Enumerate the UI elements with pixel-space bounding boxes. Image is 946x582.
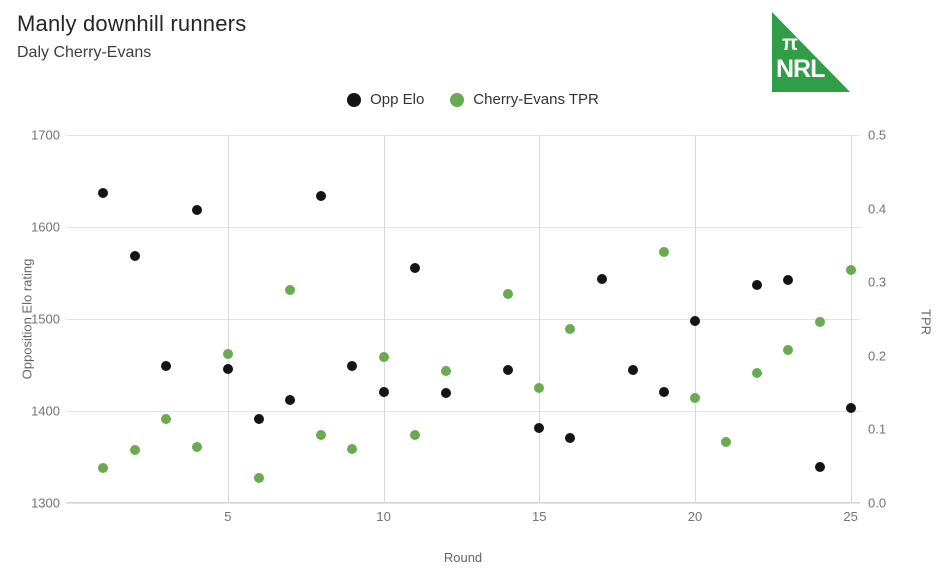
data-point-cherry-evans-tpr xyxy=(98,463,109,474)
data-point-opp-elo xyxy=(627,364,638,375)
data-point-cherry-evans-tpr xyxy=(534,383,545,394)
y-tick-label-left: 1500 xyxy=(31,311,60,327)
data-point-opp-elo xyxy=(98,187,109,198)
data-point-cherry-evans-tpr xyxy=(285,285,296,296)
x-tick-label: 25 xyxy=(843,509,858,524)
y-tick-label-right: 0.5 xyxy=(868,127,887,143)
legend-dot-cherry-evans-tpr-icon xyxy=(450,92,465,107)
x-tick-label: 10 xyxy=(376,509,391,524)
grid-line-horizontal xyxy=(66,135,860,136)
data-point-opp-elo xyxy=(409,263,420,274)
data-point-opp-elo xyxy=(658,386,669,397)
x-axis-line xyxy=(66,502,860,503)
data-point-opp-elo xyxy=(689,315,700,326)
x-tick-label: 15 xyxy=(532,509,547,524)
legend-item-opp-elo[interactable]: Opp Elo xyxy=(347,91,424,108)
data-point-opp-elo xyxy=(347,360,358,371)
data-point-cherry-evans-tpr xyxy=(378,352,389,363)
data-point-opp-elo xyxy=(783,275,794,286)
legend-label-cherry-evans-tpr: Cherry-Evans TPR xyxy=(473,91,599,108)
data-point-opp-elo xyxy=(845,403,856,414)
logo-pi-symbol: π xyxy=(782,32,799,55)
legend-label-opp-elo: Opp Elo xyxy=(370,91,425,108)
data-point-cherry-evans-tpr xyxy=(658,247,669,258)
data-point-opp-elo xyxy=(752,279,763,290)
data-point-cherry-evans-tpr xyxy=(254,472,265,483)
data-point-cherry-evans-tpr xyxy=(222,349,233,360)
y-tick-label-right: 0.2 xyxy=(868,348,887,364)
pi-nrl-logo: π NRL xyxy=(772,12,850,92)
data-point-cherry-evans-tpr xyxy=(845,265,856,276)
data-point-cherry-evans-tpr xyxy=(689,392,700,403)
page-subtitle: Daly Cherry-Evans xyxy=(17,44,152,61)
data-point-opp-elo xyxy=(254,414,265,425)
y-tick-label-right: 0.1 xyxy=(868,421,887,437)
data-point-cherry-evans-tpr xyxy=(752,367,763,378)
data-point-opp-elo xyxy=(191,204,202,215)
data-point-cherry-evans-tpr xyxy=(783,344,794,355)
data-point-opp-elo xyxy=(814,462,825,473)
x-tick-label: 5 xyxy=(224,509,232,524)
data-point-opp-elo xyxy=(534,423,545,434)
y-tick-label-right: 0.3 xyxy=(868,274,887,290)
data-point-opp-elo xyxy=(316,190,327,201)
data-point-cherry-evans-tpr xyxy=(316,430,327,441)
data-point-cherry-evans-tpr xyxy=(191,442,202,453)
grid-line-horizontal xyxy=(66,319,860,320)
data-point-opp-elo xyxy=(596,274,607,285)
grid-line-vertical xyxy=(383,135,385,503)
y-tick-label-left: 1400 xyxy=(31,403,60,419)
data-point-opp-elo xyxy=(565,432,576,443)
logo-nrl-text: NRL xyxy=(776,55,825,83)
data-point-cherry-evans-tpr xyxy=(129,445,140,455)
legend-item-cherry-evans-tpr[interactable]: Cherry-Evans TPR xyxy=(450,91,599,108)
right-axis-title: TPR xyxy=(918,309,934,335)
grid-line-horizontal xyxy=(66,227,860,228)
grid-line-vertical xyxy=(539,135,541,503)
data-point-opp-elo xyxy=(440,387,451,398)
x-axis-title: Round xyxy=(443,550,483,565)
y-tick-label-right: 0.0 xyxy=(868,495,887,511)
grid-line-vertical xyxy=(850,135,852,503)
page-title: Manly downhill runners xyxy=(17,11,247,36)
data-point-cherry-evans-tpr xyxy=(347,444,358,455)
y-tick-label-left: 1600 xyxy=(31,219,60,235)
y-tick-label-right: 0.4 xyxy=(868,201,887,217)
data-point-opp-elo xyxy=(503,364,514,375)
data-point-cherry-evans-tpr xyxy=(409,429,420,440)
data-point-cherry-evans-tpr xyxy=(440,365,451,376)
grid-line-vertical xyxy=(227,135,229,503)
data-point-cherry-evans-tpr xyxy=(565,324,576,335)
data-point-opp-elo xyxy=(285,394,296,405)
data-point-cherry-evans-tpr xyxy=(814,316,825,327)
x-tick-label: 20 xyxy=(687,509,703,524)
data-point-opp-elo xyxy=(222,363,233,374)
grid-line-horizontal xyxy=(66,411,860,412)
data-point-cherry-evans-tpr xyxy=(503,288,514,299)
data-point-opp-elo xyxy=(160,360,171,371)
y-tick-label-left: 1700 xyxy=(31,127,60,143)
y-tick-label-left: 1300 xyxy=(31,495,60,511)
chart-legend: Opp Elo Cherry-Evans TPR xyxy=(0,91,946,108)
legend-dot-opp-elo-icon xyxy=(347,92,362,107)
data-point-opp-elo xyxy=(378,386,389,397)
plot-area xyxy=(66,135,860,504)
data-point-cherry-evans-tpr xyxy=(160,414,171,425)
grid-line-horizontal xyxy=(66,503,860,504)
data-point-cherry-evans-tpr xyxy=(721,436,732,447)
data-point-opp-elo xyxy=(129,251,140,262)
